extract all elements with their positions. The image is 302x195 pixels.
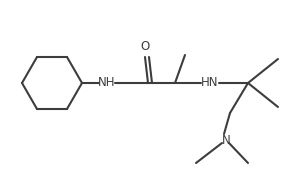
Text: NH: NH	[98, 76, 116, 90]
Text: N: N	[222, 134, 230, 146]
Text: O: O	[140, 40, 149, 52]
Text: HN: HN	[201, 76, 219, 90]
